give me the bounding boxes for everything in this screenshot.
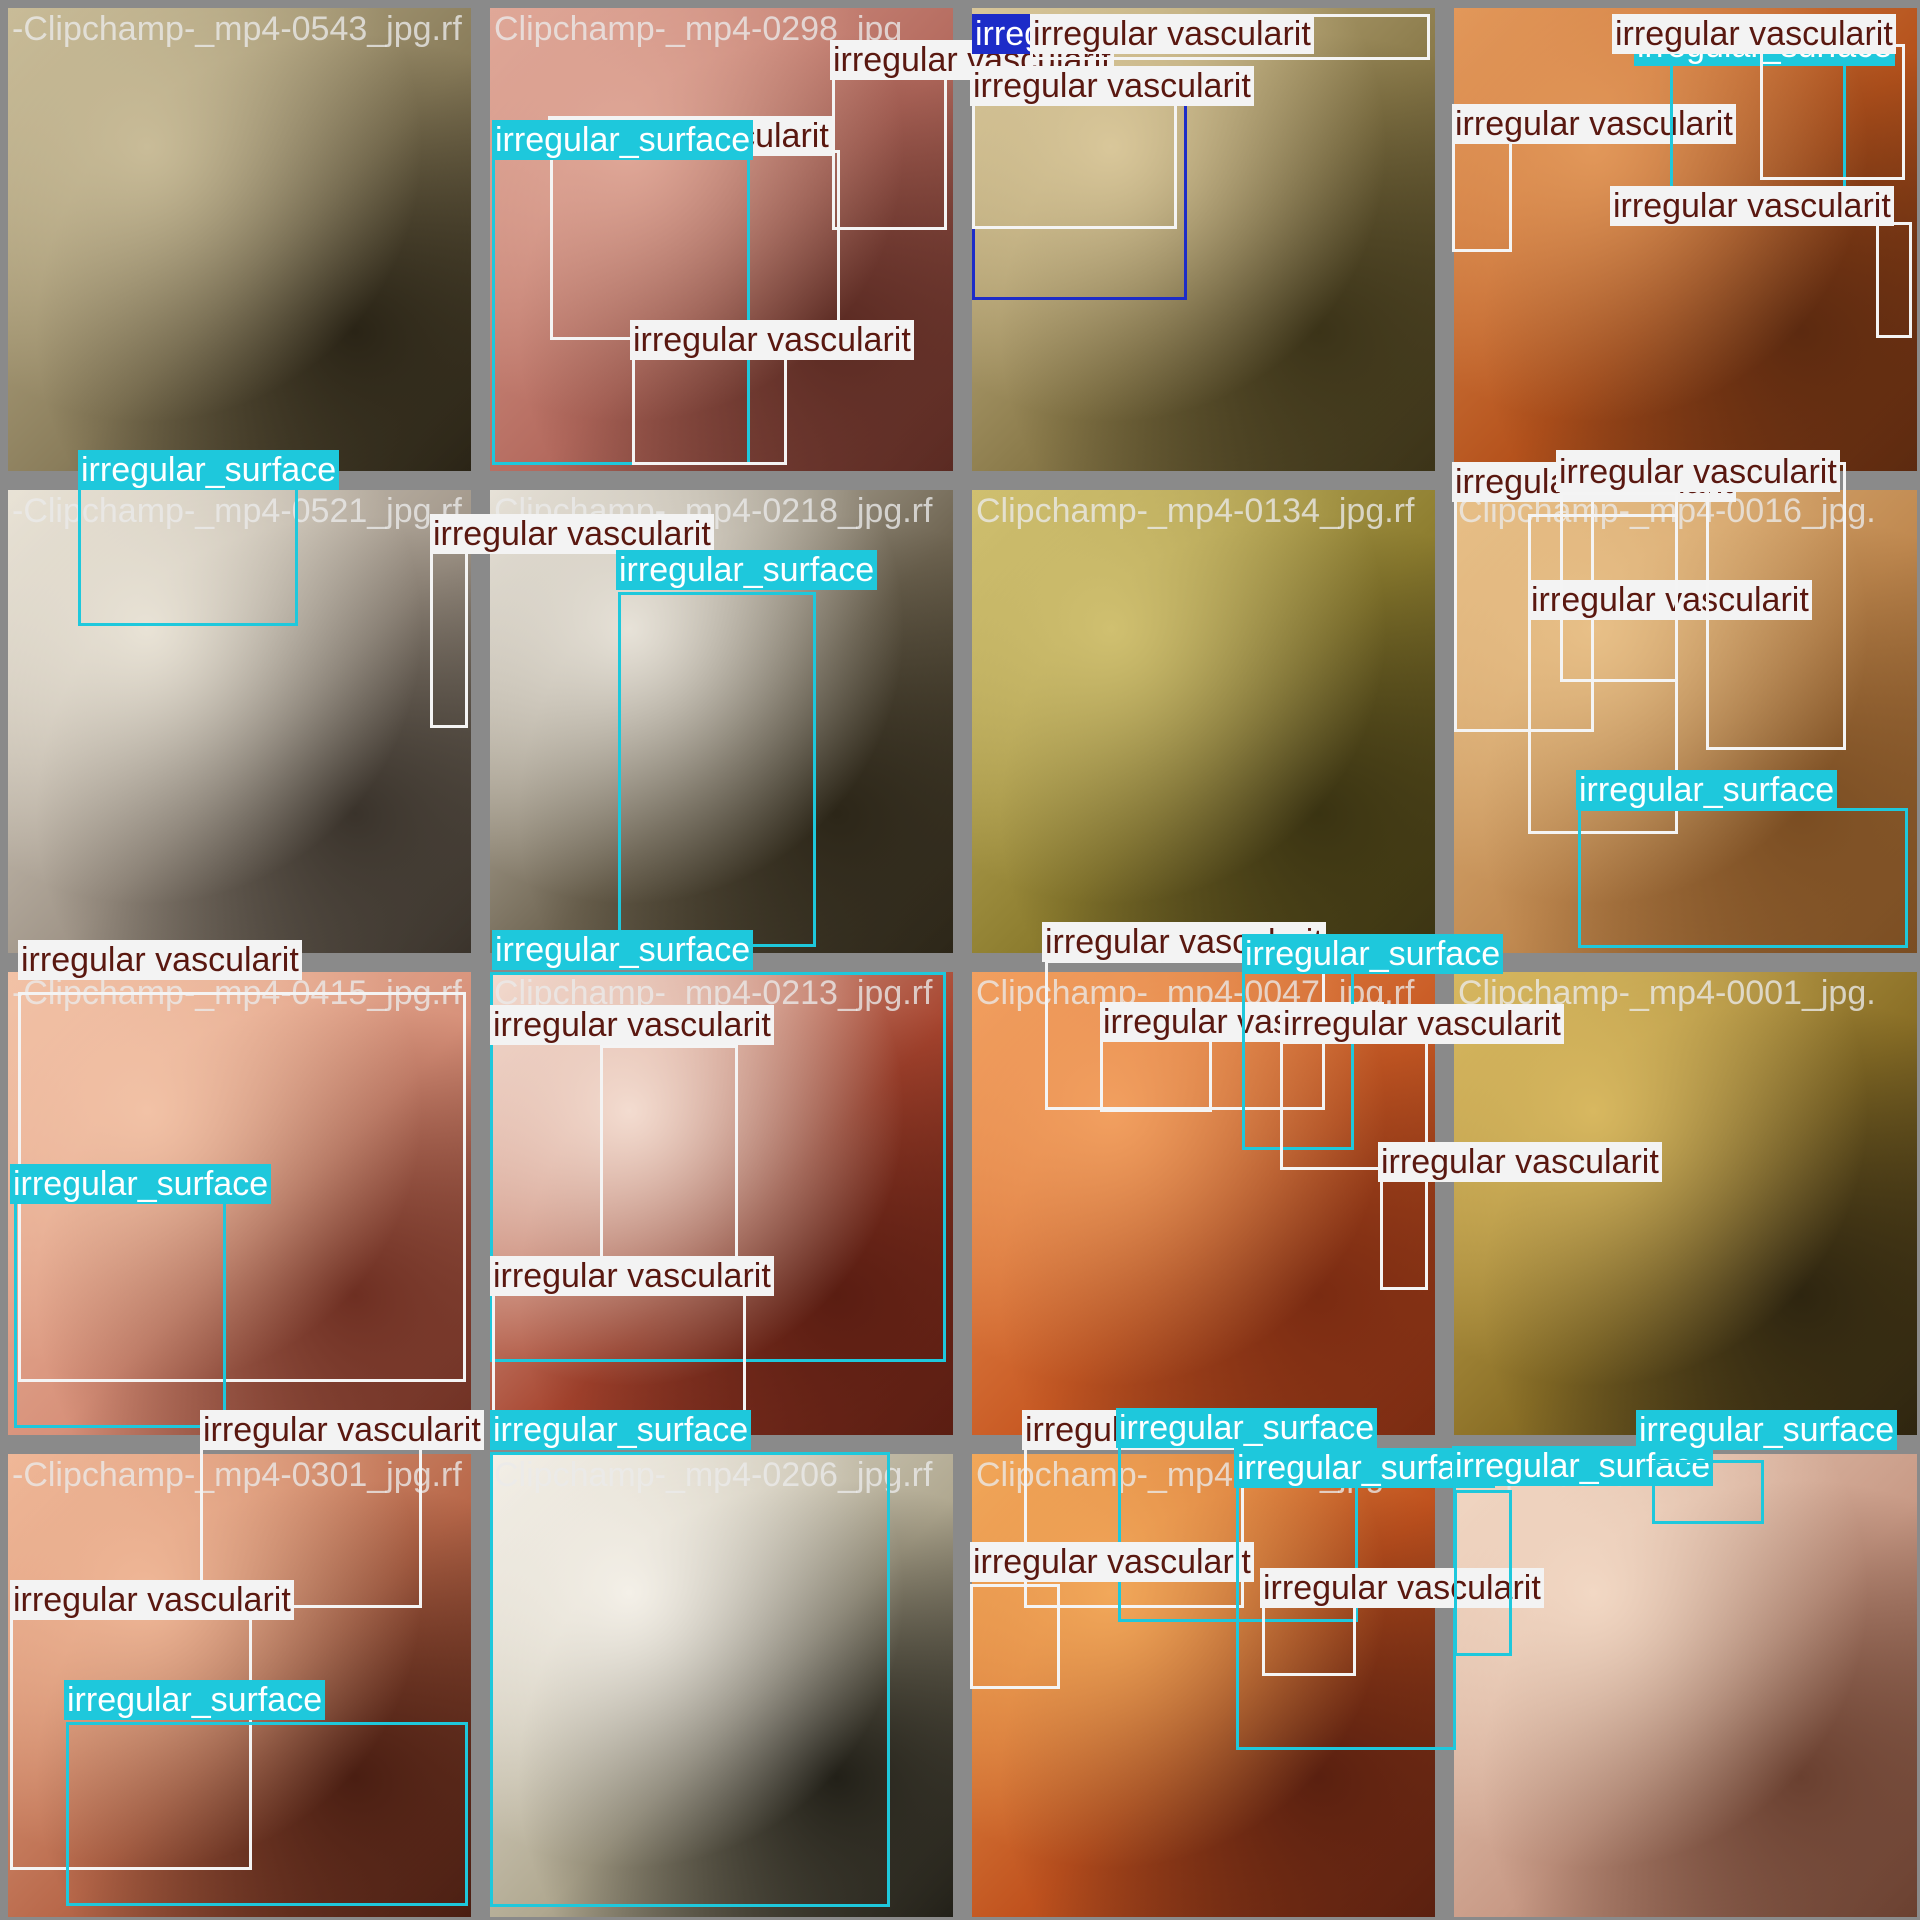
tile-filename: Clipchamp-_mp4-0206_jpg.rf	[494, 1456, 933, 1494]
endoscopy-image	[490, 490, 953, 953]
mosaic-tile: -Clipchamp-_mp4-0301_jpg.rf	[8, 1454, 471, 1917]
mosaic-tile: Clipchamp-_mp4-0134_jpg.rf	[972, 490, 1435, 953]
mosaic-tile: _mp4-0649	[1454, 1454, 1917, 1917]
mosaic-tile: Clipchamp-_mp4-0206_jpg.rf	[490, 1454, 953, 1917]
endoscopy-image	[8, 490, 471, 953]
mosaic-tile: Clipchamp-_mp4-0035_jpg.	[972, 1454, 1435, 1917]
tile-filename: -Clipchamp-_mp4-0543_jpg.rf	[12, 10, 462, 48]
tile-filename: Clipchamp-_mp4-0035_jpg.	[976, 1456, 1394, 1494]
tile-filename: Clipchamp-_mp4-0218_jpg.rf	[494, 492, 933, 530]
tile-filename: Clipchamp-_mp4-0134_jpg.rf	[976, 492, 1415, 530]
tile-filename: -Clipchamp-_mp4-0415_jpg.rf	[12, 974, 462, 1012]
tile-filename: Clipchamp-_mp4-0047_jpg.rf	[976, 974, 1415, 1012]
endoscopy-image	[1454, 490, 1917, 953]
endoscopy-image	[490, 972, 953, 1435]
mosaic-tile	[972, 8, 1435, 471]
mosaic-tile: Clipchamp-_mp4-0001_jpg.	[1454, 972, 1917, 1435]
endoscopy-image	[490, 1454, 953, 1917]
mosaic-tile: -Clipchamp-_mp4-0415_jpg.rf	[8, 972, 471, 1435]
tile-filename: Clipchamp-_mp4-0298_jpg	[494, 10, 903, 48]
mosaic-tile: Clipchamp-_mp4-0298_jpg	[490, 8, 953, 471]
mosaic-tile: -Clipchamp-_mp4-0543_jpg.rf	[8, 8, 471, 471]
mosaic-tile: -Clipchamp-_mp4-0521_jpg.rf	[8, 490, 471, 953]
tile-filename: -Clipchamp-_mp4-0301_jpg.rf	[12, 1456, 462, 1494]
endoscopy-image	[1454, 972, 1917, 1435]
endoscopy-image	[1454, 8, 1917, 471]
tile-filename: Clipchamp-_mp4-0001_jpg.	[1458, 974, 1876, 1012]
mosaic-tile	[1454, 8, 1917, 471]
endoscopy-image	[8, 8, 471, 471]
endoscopy-image	[972, 972, 1435, 1435]
endoscopy-image	[972, 490, 1435, 953]
endoscopy-image	[8, 1454, 471, 1917]
mosaic-tile: Clipchamp-_mp4-0213_jpg.rf	[490, 972, 953, 1435]
endoscopy-image	[1454, 1454, 1917, 1917]
endoscopy-image	[490, 8, 953, 471]
tile-filename: Clipchamp-_mp4-0213_jpg.rf	[494, 974, 933, 1012]
endoscopy-image	[972, 8, 1435, 471]
endoscopy-image	[972, 1454, 1435, 1917]
tile-filename: _mp4-0649	[1458, 1456, 1631, 1494]
tile-filename: -Clipchamp-_mp4-0521_jpg.rf	[12, 492, 462, 530]
mosaic-tile: Clipchamp-_mp4-0047_jpg.rf	[972, 972, 1435, 1435]
tile-filename: Clipchamp-_mp4-0016_jpg.	[1458, 492, 1876, 530]
mosaic-tile: Clipchamp-_mp4-0218_jpg.rf	[490, 490, 953, 953]
mosaic-tile: Clipchamp-_mp4-0016_jpg.	[1454, 490, 1917, 953]
endoscopy-image	[8, 972, 471, 1435]
